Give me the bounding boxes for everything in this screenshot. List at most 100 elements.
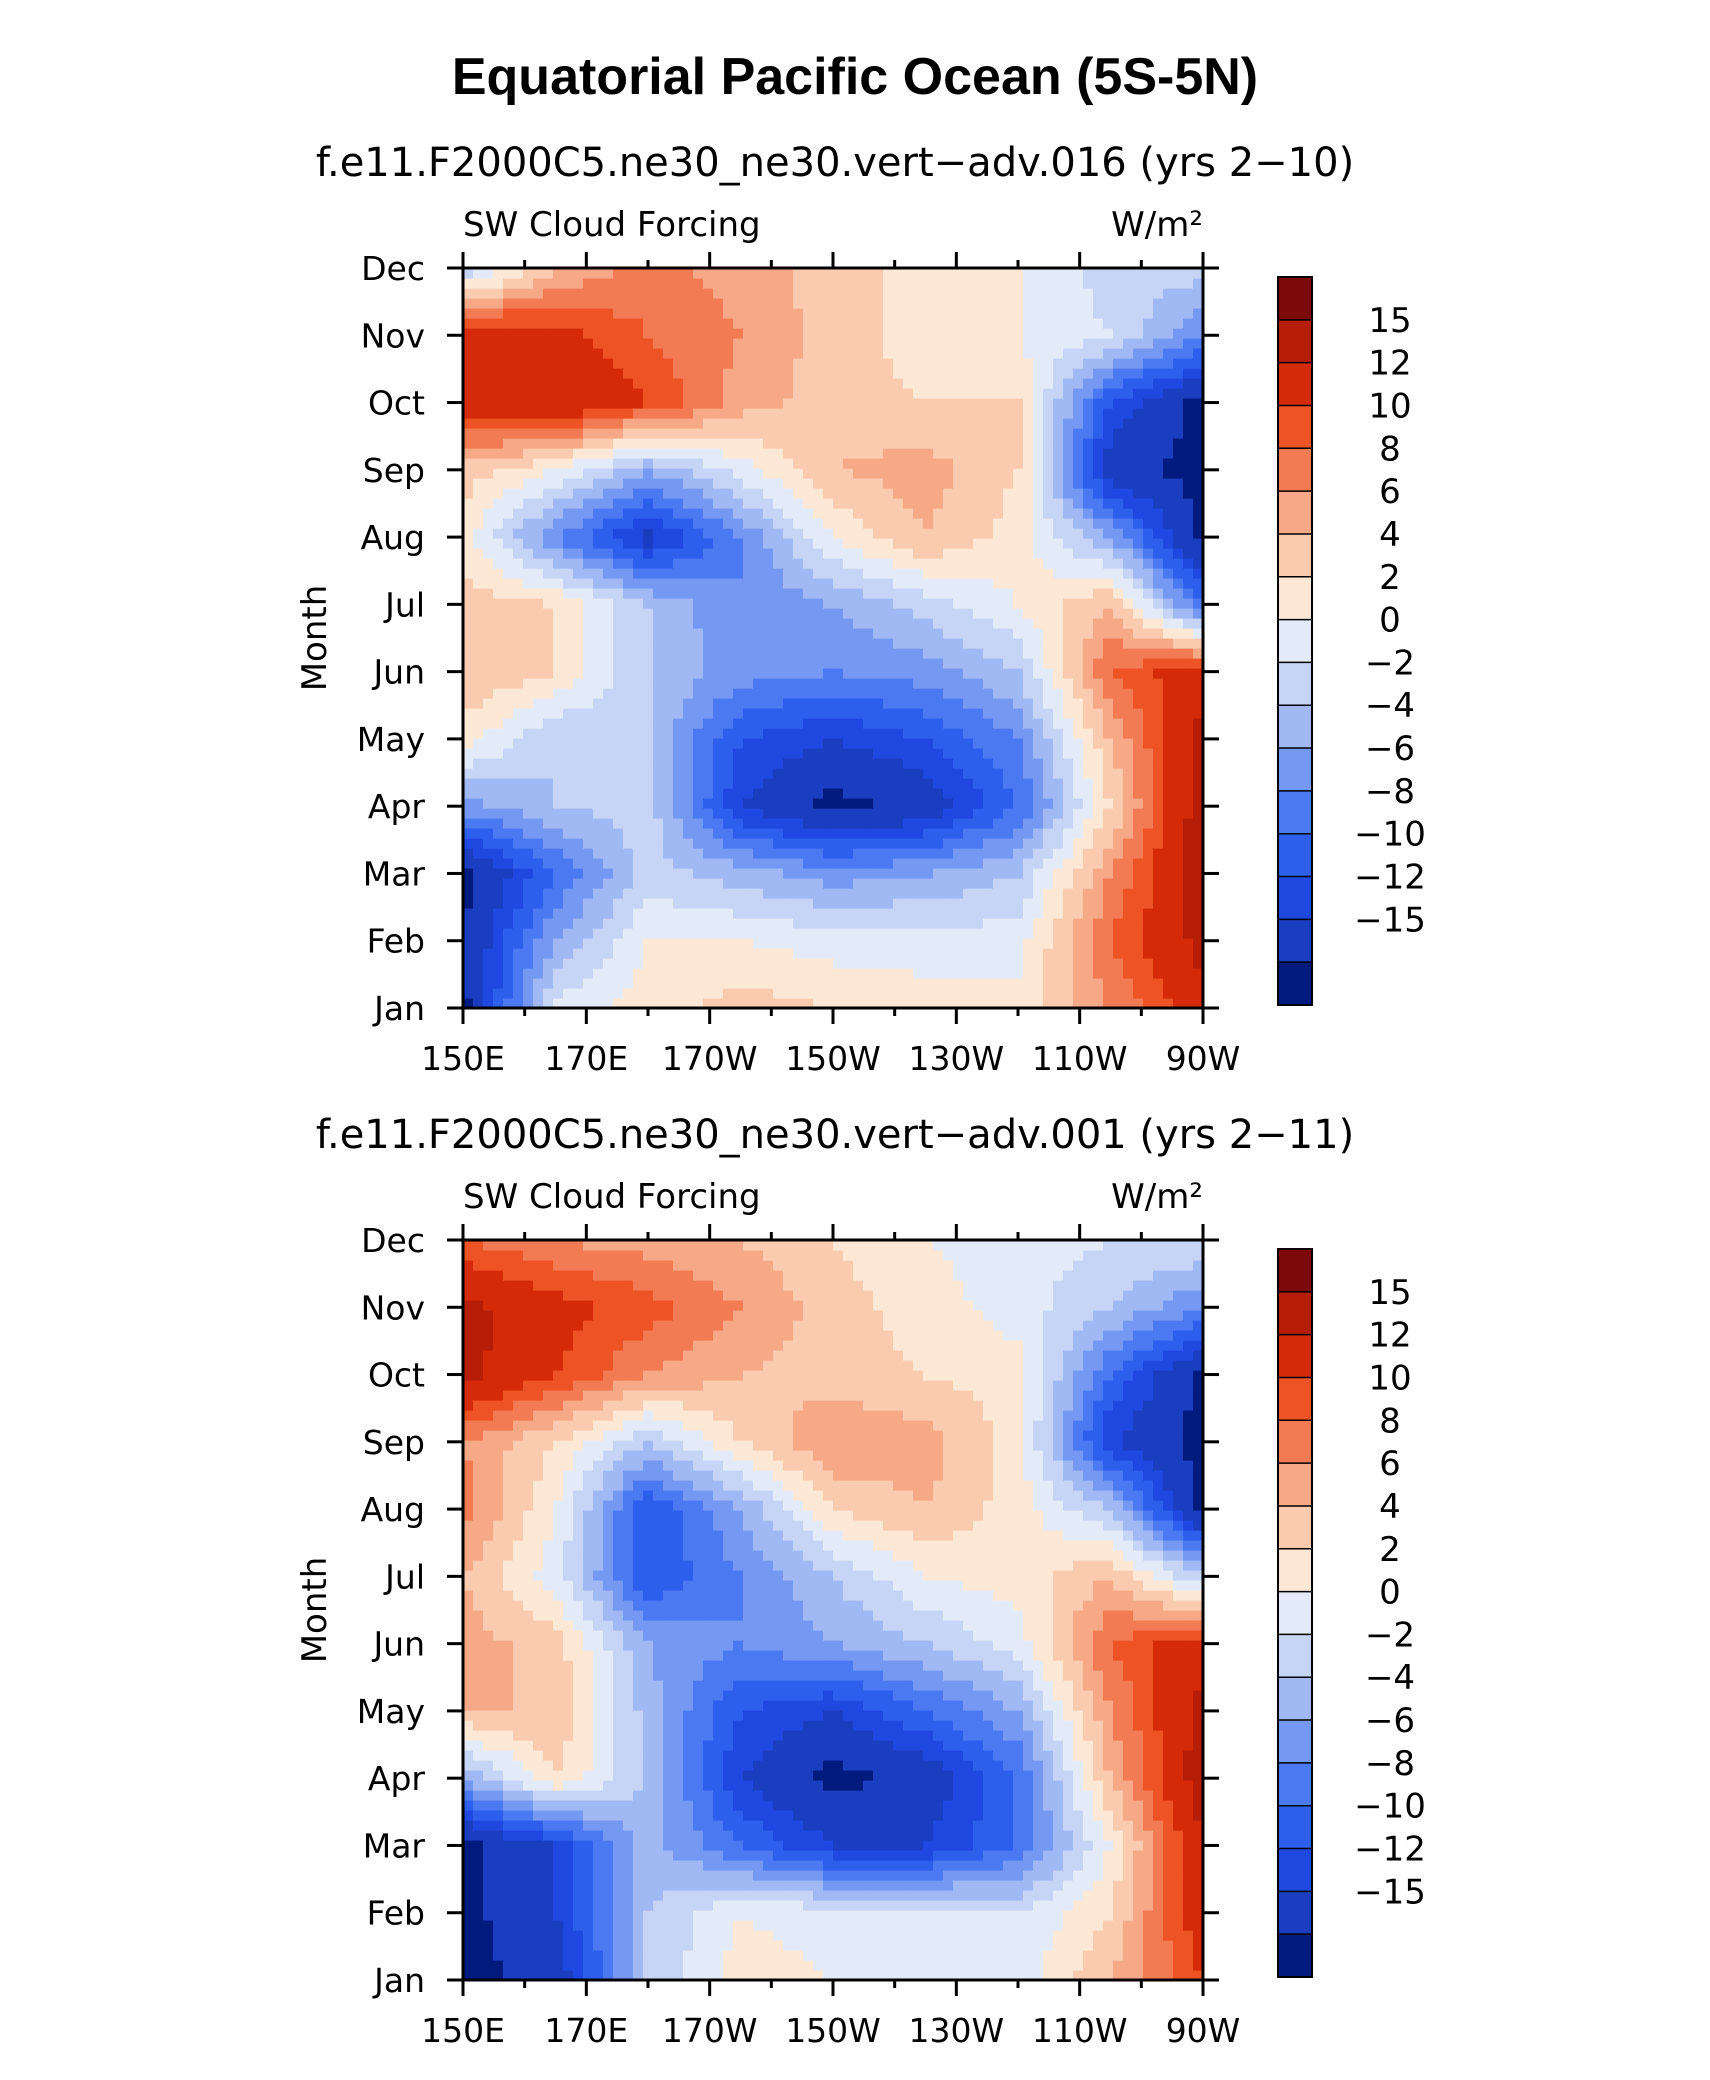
heatmap-cell xyxy=(583,598,594,609)
heatmap-cell xyxy=(1003,628,1014,639)
heatmap-cell xyxy=(993,688,1004,699)
heatmap-cell xyxy=(793,668,804,679)
heatmap-cell xyxy=(803,478,814,489)
heatmap-cell xyxy=(823,908,834,919)
heatmap-cell xyxy=(1113,608,1124,619)
heatmap-cell xyxy=(1013,968,1024,979)
heatmap-cell xyxy=(663,358,674,369)
heatmap-cell xyxy=(523,738,534,749)
heatmap-cell xyxy=(1123,598,1134,609)
heatmap-cell xyxy=(1043,908,1054,919)
heatmap-cell xyxy=(1183,798,1194,809)
heatmap-cell xyxy=(553,658,564,669)
heatmap-cell xyxy=(1193,798,1203,809)
heatmap-cell xyxy=(1033,448,1044,459)
heatmap-cell xyxy=(883,388,894,399)
heatmap-cell xyxy=(1123,718,1134,729)
heatmap-cell xyxy=(973,798,984,809)
heatmap-cell xyxy=(893,738,904,749)
heatmap-cell xyxy=(1173,368,1184,379)
heatmap-cell xyxy=(613,618,624,629)
heatmap-cell xyxy=(553,328,564,339)
heatmap-cell xyxy=(993,868,1004,879)
heatmap-cell xyxy=(663,498,674,509)
heatmap-cell xyxy=(1093,698,1104,709)
heatmap-cell xyxy=(773,998,784,1008)
heatmap-cell xyxy=(523,958,534,969)
heatmap-cell xyxy=(1123,888,1134,899)
heatmap-cell xyxy=(713,868,724,879)
heatmap-cell xyxy=(1043,918,1054,929)
heatmap-cell xyxy=(793,658,804,669)
heatmap-cell xyxy=(843,918,854,929)
heatmap-cell xyxy=(1173,398,1184,409)
heatmap-cell xyxy=(673,998,684,1008)
heatmap-cell xyxy=(1093,348,1104,359)
heatmap-cell xyxy=(543,708,554,719)
heatmap-cell xyxy=(983,968,994,979)
heatmap-cell xyxy=(843,748,854,759)
heatmap-cell xyxy=(633,608,644,619)
heatmap-cell xyxy=(533,478,544,489)
heatmap-cell xyxy=(783,978,794,989)
heatmap-cell xyxy=(633,658,644,669)
heatmap-cell xyxy=(773,758,784,769)
heatmap-cell xyxy=(693,558,704,569)
heatmap-cell xyxy=(763,808,774,819)
heatmap-cell xyxy=(603,888,614,899)
heatmap-cell xyxy=(983,548,994,559)
heatmap-cell xyxy=(923,928,934,939)
heatmap-cell xyxy=(803,588,814,599)
heatmap-cell xyxy=(703,388,714,399)
heatmap-cell xyxy=(1053,468,1064,479)
heatmap-cell xyxy=(943,458,954,469)
heatmap-cell xyxy=(1113,578,1124,589)
heatmap-cell xyxy=(723,858,734,869)
heatmap-cell xyxy=(673,448,684,459)
heatmap-cell xyxy=(593,598,604,609)
heatmap-cell xyxy=(643,338,654,349)
heatmap-cell xyxy=(783,718,794,729)
heatmap-cell xyxy=(1053,838,1064,849)
heatmap-cell xyxy=(573,568,584,579)
heatmap-cell xyxy=(853,528,864,539)
heatmap-cell xyxy=(753,818,764,829)
heatmap-cell xyxy=(573,348,584,359)
heatmap-cell xyxy=(683,558,694,569)
heatmap-cell xyxy=(1143,468,1154,479)
heatmap-cell xyxy=(573,648,584,659)
heatmap-cell xyxy=(703,928,714,939)
heatmap-cell xyxy=(953,698,964,709)
heatmap-cell xyxy=(603,908,614,919)
heatmap-cell xyxy=(973,528,984,539)
heatmap-cell xyxy=(643,438,654,449)
heatmap-cell xyxy=(1063,698,1074,709)
heatmap-cell xyxy=(703,888,714,899)
heatmap-cell xyxy=(503,738,514,749)
heatmap-cell xyxy=(1113,488,1124,499)
heatmap-cell xyxy=(783,478,794,489)
heatmap-cell xyxy=(743,868,754,879)
heatmap-cell xyxy=(513,908,524,919)
heatmap-cell xyxy=(713,678,724,689)
heatmap-cell xyxy=(1153,438,1164,449)
heatmap-cell xyxy=(993,398,1004,409)
heatmap-cell xyxy=(773,358,784,369)
heatmap-cell xyxy=(483,918,494,929)
heatmap-cell xyxy=(533,398,544,409)
heatmap-cell xyxy=(813,968,824,979)
heatmap-cell xyxy=(743,898,754,909)
heatmap-cell xyxy=(1093,758,1104,769)
heatmap-cell xyxy=(793,688,804,699)
heatmap-cell xyxy=(923,998,934,1008)
heatmap-cell xyxy=(853,788,864,799)
heatmap-cell xyxy=(773,928,784,939)
heatmap-cell xyxy=(983,568,994,579)
heatmap-cell xyxy=(1153,868,1164,879)
heatmap-cell xyxy=(583,848,594,859)
heatmap-cell xyxy=(873,498,884,509)
heatmap-cell xyxy=(543,968,554,979)
heatmap-cell xyxy=(503,698,514,709)
heatmap-cell xyxy=(893,858,904,869)
heatmap-cell xyxy=(763,848,774,859)
